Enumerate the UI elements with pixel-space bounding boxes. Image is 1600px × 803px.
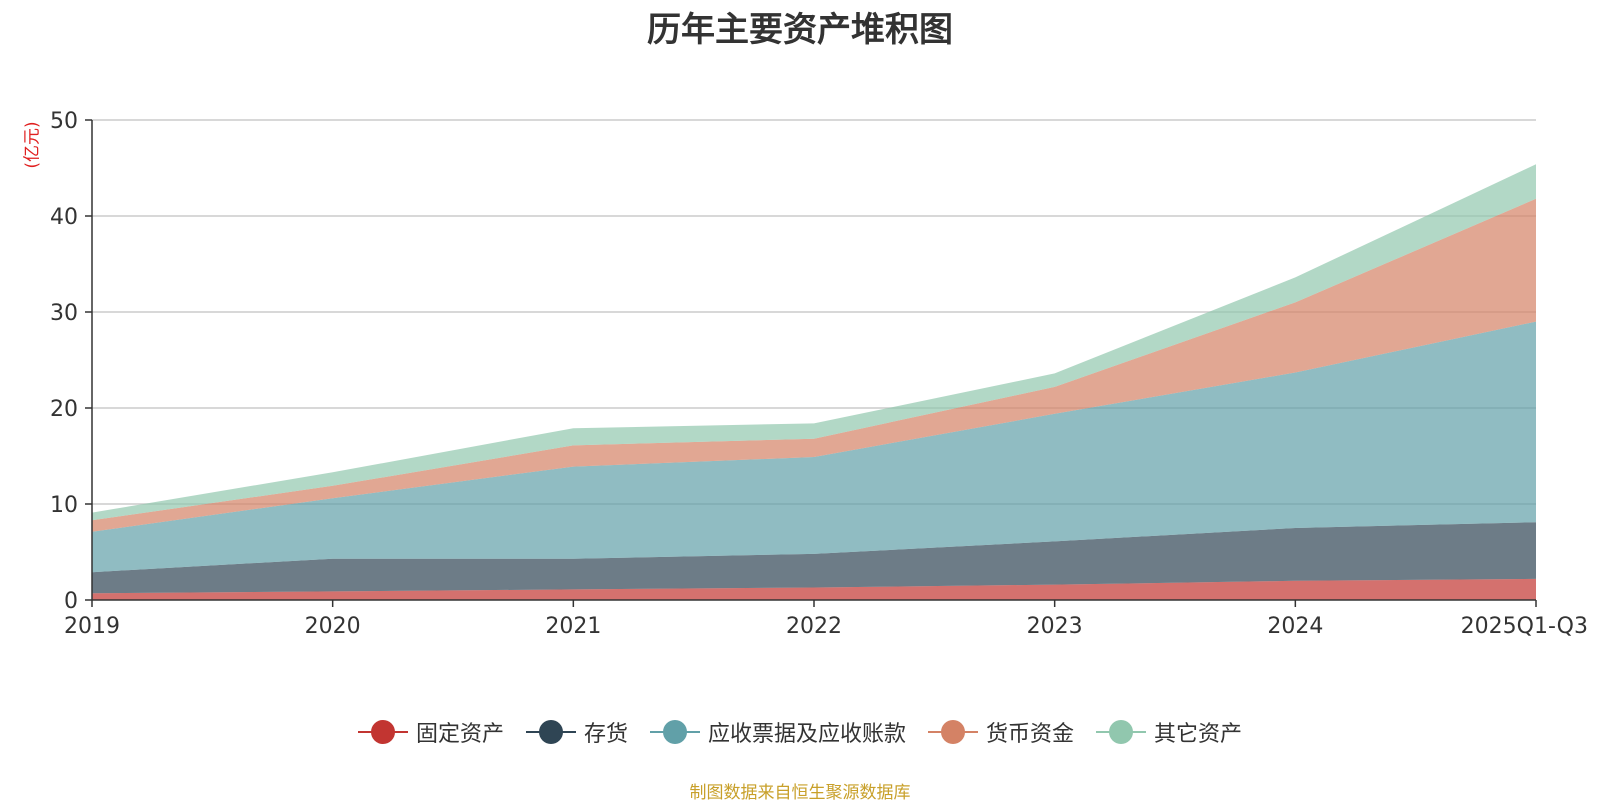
series-area-货币资金 bbox=[92, 198, 1536, 532]
legend-label: 其它资产 bbox=[1154, 722, 1243, 747]
series-areas bbox=[92, 164, 1536, 600]
x-tick-label: 2019 bbox=[64, 614, 120, 639]
legend-label: 存货 bbox=[583, 722, 628, 747]
legend-item[interactable]: 存货 bbox=[525, 716, 628, 748]
chart-title: 历年主要资产堆积图 bbox=[647, 10, 953, 50]
y-tick-label: 0 bbox=[64, 589, 78, 614]
y-tick-label: 30 bbox=[50, 301, 78, 326]
legend-item[interactable]: 固定资产 bbox=[357, 716, 504, 748]
legend-item[interactable]: 应收票据及应收账款 bbox=[649, 716, 906, 748]
y-tick-label: 20 bbox=[50, 397, 78, 422]
y-tick-label: 10 bbox=[50, 493, 78, 518]
data-source-note: 制图数据来自恒生聚源数据库 bbox=[689, 783, 911, 803]
axes: 0 10 20 30 40 50 2019 2020 2021 2022 2023 2024 2025Q… bbox=[50, 109, 1588, 639]
legend-marker bbox=[649, 720, 700, 744]
x-tick-label: 2023 bbox=[1027, 614, 1083, 639]
legend-label: 货币资金 bbox=[986, 722, 1075, 747]
series-area-应收票据及应收账款 bbox=[92, 321, 1536, 573]
y-tick-label: 40 bbox=[50, 205, 78, 230]
legend-label: 应收票据及应收账款 bbox=[707, 722, 906, 747]
legend-marker bbox=[525, 720, 576, 744]
x-tick-label: 2025Q1-Q3 bbox=[1461, 614, 1588, 639]
x-tick-label: 2024 bbox=[1267, 614, 1323, 639]
legend-label: 固定资产 bbox=[415, 722, 504, 747]
series-area-存货 bbox=[92, 522, 1536, 594]
legend-marker bbox=[357, 720, 408, 744]
legend-item[interactable]: 其它资产 bbox=[1096, 716, 1242, 748]
x-tick-label: 2020 bbox=[305, 614, 361, 639]
legend-marker bbox=[1096, 720, 1147, 744]
x-tick-label: 2022 bbox=[786, 614, 842, 639]
legend: 固定资产 存货 应收票据及应收账款 货币资金 其它资产 bbox=[0, 716, 1600, 748]
legend-marker bbox=[928, 720, 978, 744]
x-tick-label: 2021 bbox=[545, 614, 601, 639]
legend-item[interactable]: 货币资金 bbox=[928, 716, 1074, 748]
y-tick-label: 50 bbox=[50, 109, 78, 134]
series-area-固定资产 bbox=[92, 578, 1536, 600]
